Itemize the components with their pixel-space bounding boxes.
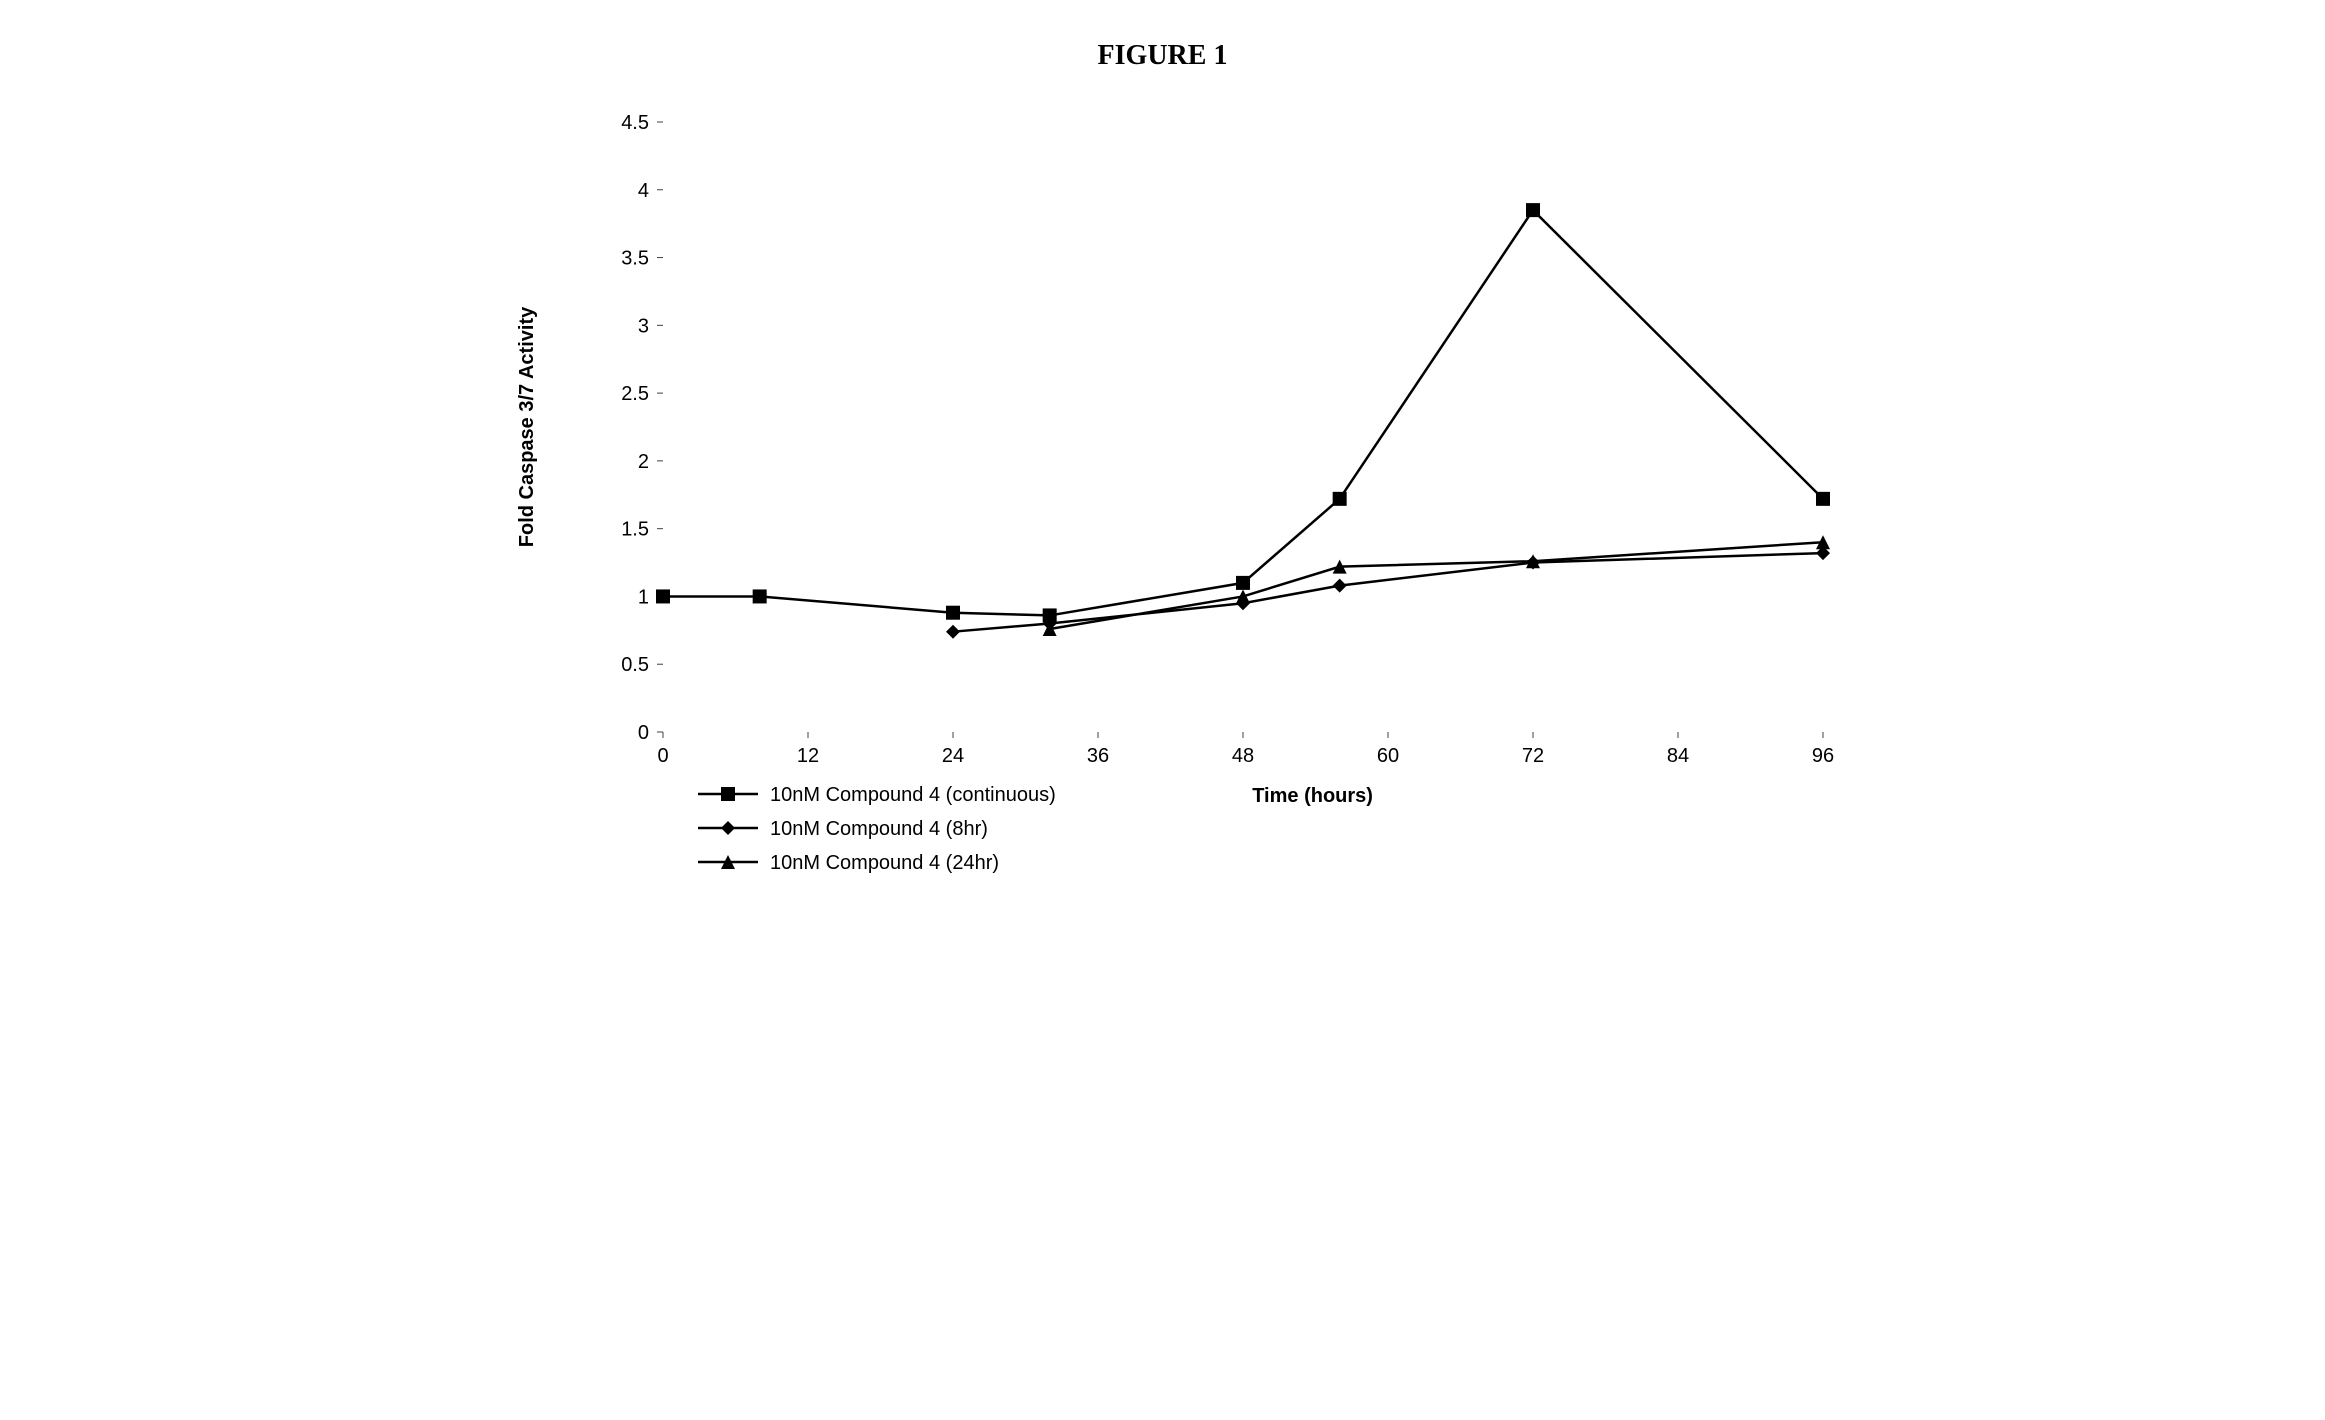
svg-text:36: 36 [1086,745,1108,767]
svg-text:3: 3 [637,315,648,337]
svg-text:48: 48 [1231,745,1253,767]
svg-text:1: 1 [637,586,648,608]
svg-text:4: 4 [637,180,648,202]
svg-text:2.5: 2.5 [621,383,649,405]
svg-text:84: 84 [1666,745,1688,767]
svg-text:96: 96 [1811,745,1833,767]
svg-text:10nM Compound 4 (8hr): 10nM Compound 4 (8hr) [770,818,988,840]
svg-text:10nM Compound 4 (continuous): 10nM Compound 4 (continuous) [770,784,1056,806]
svg-text:2: 2 [637,451,648,473]
svg-text:1.5: 1.5 [621,519,649,541]
svg-text:Fold Caspase 3/7 Activity: Fold Caspase 3/7 Activity [516,306,538,547]
svg-text:Time (hours): Time (hours) [1252,785,1373,807]
svg-text:10nM Compound 4 (24hr): 10nM Compound 4 (24hr) [770,852,999,874]
svg-text:3.5: 3.5 [621,248,649,270]
svg-text:60: 60 [1376,745,1398,767]
chart-container: 0 0.5 1 1.5 2 2.5 3 3.5 4 4.5 0 12 24 36 48 60 72 84 96 Fol… [463,102,1863,922]
svg-text:0.5: 0.5 [621,654,649,676]
svg-text:24: 24 [941,745,963,767]
line-chart: 0 0.5 1 1.5 2 2.5 3 3.5 4 4.5 0 12 24 36 48 60 72 84 96 Fol… [463,102,1863,922]
svg-text:0: 0 [657,745,668,767]
svg-text:12: 12 [796,745,818,767]
svg-text:0: 0 [637,722,648,744]
figure-title: FIGURE 1 [40,40,2285,72]
svg-text:72: 72 [1521,745,1543,767]
svg-text:4.5: 4.5 [621,112,649,134]
